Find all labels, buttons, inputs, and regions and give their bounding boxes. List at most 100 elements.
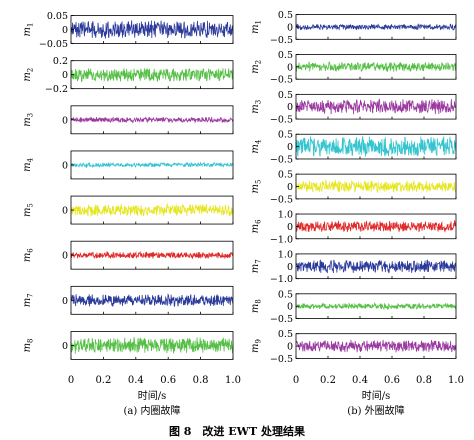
series-line-m2 [70, 67, 234, 83]
panel-m4: 0 m4 [22, 150, 234, 180]
panel-m1: 0.05 0 −0.05 m1 [22, 11, 234, 50]
y-tick-label: 0 [62, 115, 68, 126]
x-axis-label: 时间/s [362, 389, 391, 402]
panel-label-m8: m8 [250, 299, 263, 313]
series-line-m7 [70, 293, 234, 308]
series-line-m3 [70, 116, 234, 124]
panel-m8: 0 m8 [22, 331, 234, 360]
y-tick-label: −0.5 [270, 115, 293, 126]
x-tick-label: 0 [293, 375, 299, 386]
panel-m8: 0.5 0−0.5 m8 [250, 289, 457, 325]
panel-label-m2: m2 [22, 68, 35, 82]
y-tick-label: 0 [62, 70, 68, 81]
y-tick-label: 0 [287, 22, 293, 33]
series-line-m3 [295, 98, 457, 115]
x-tick-label: 0 [68, 375, 74, 386]
y-tick-label: 1.0 [278, 249, 293, 260]
y-tick-label: 0.05 [47, 11, 68, 22]
panel-label-m1: m1 [22, 23, 35, 37]
y-tick-label: −0.5 [270, 35, 293, 46]
series-line-m4 [295, 136, 457, 157]
series-line-m6 [295, 219, 457, 233]
series-line-m4 [70, 161, 234, 169]
y-tick-label: 0 [287, 342, 293, 353]
y-tick-label: 0 [287, 302, 293, 313]
series-line-m5 [295, 179, 457, 194]
y-tick-label: −0.5 [270, 194, 293, 205]
chart-outer-ring-fault: 0.50−0.5m10.50−0.5m20.50−0.5m30.50−0.5m4… [250, 10, 464, 417]
y-tick-label: 0 [62, 296, 68, 307]
y-tick-label: −0.5 [270, 314, 293, 325]
panel-m3: 0 m3 [22, 105, 234, 135]
series-line-m9 [295, 339, 457, 353]
chart-subtitle: (a) 内圈故障 [124, 404, 181, 417]
y-tick-label: 0 [287, 102, 293, 113]
chart-subtitle: (b) 外圈故障 [347, 404, 404, 417]
series-line-m7 [295, 259, 457, 274]
panel-label-m5: m5 [250, 180, 263, 194]
panel-m6: 1.00−1.0 m6 [250, 210, 457, 245]
y-tick-label: 0.5 [278, 10, 293, 21]
y-tick-label: 0 [62, 160, 68, 171]
panel-label-m4: m4 [250, 139, 263, 153]
series-line-m8 [70, 337, 234, 354]
x-tick-label: 0.4 [352, 375, 368, 386]
x-axis-label: 时间/s [138, 389, 167, 402]
x-tick-label: 0.2 [95, 375, 111, 386]
y-tick-label: −0.5 [270, 75, 293, 86]
figure-caption: 图 8 改进 EWT 处理结果 [169, 424, 305, 438]
panel-label-m1: m1 [250, 20, 263, 34]
y-tick-label: −0.5 [270, 354, 293, 365]
y-tick-label: 0 [287, 262, 293, 273]
panel-label-m4: m4 [22, 157, 35, 171]
panel-label-m5: m5 [22, 203, 35, 217]
panel-m2: 0.2 0 −0.2 m2 [22, 56, 234, 95]
y-tick-label: −0.05 [39, 39, 68, 50]
panel-m5: 0.50−0.5 m5 [250, 170, 457, 205]
y-tick-label: −1.0 [270, 274, 293, 285]
panel-label-m8: m8 [22, 338, 35, 352]
panel-m6: 0 m6 [22, 240, 234, 270]
y-tick-label: −0.2 [45, 84, 68, 95]
panel-m7: 0 m7 [22, 285, 234, 315]
y-tick-label: 0.5 [278, 50, 293, 61]
panel-label-m3: m3 [250, 100, 263, 114]
x-tick-label: 0.8 [193, 375, 209, 386]
panel-label-m2: m2 [250, 60, 263, 74]
y-tick-label: 0.5 [278, 130, 293, 141]
y-tick-label: −1.0 [270, 234, 293, 245]
x-tick-label: 1.0 [448, 375, 464, 386]
x-tick-label: 0.8 [416, 375, 432, 386]
series-line-m1 [70, 20, 234, 39]
panel-label-m7: m7 [22, 293, 35, 307]
y-tick-label: −0.5 [270, 154, 293, 165]
panel-m1: 0.50 −0.5 m1 [250, 10, 457, 46]
panel-label-m7: m7 [250, 259, 263, 273]
y-tick-label: 1.0 [278, 210, 293, 221]
series-line-m8 [295, 301, 457, 311]
series-line-m6 [70, 250, 234, 260]
y-tick-label: 0.5 [278, 170, 293, 181]
panel-m3: 0.50 −0.5 m3 [250, 90, 457, 126]
y-tick-label: 0 [287, 142, 293, 153]
x-tick-label: 0.6 [160, 375, 176, 386]
panel-m4: 0.50−0.5 m4 [250, 130, 457, 165]
panel-label-m3: m3 [22, 113, 35, 127]
chart-inner-ring-fault: 0.05 0 −0.05 m1 0.2 0 −0.2 m2 0 m3 0 m4 0 m5 0 m6 0 m7 0 m8… [22, 11, 241, 417]
y-tick-label: 0 [287, 222, 293, 233]
y-tick-label: 0 [62, 251, 68, 262]
y-tick-label: 0.5 [278, 329, 293, 340]
y-tick-label: 0.5 [278, 289, 293, 300]
y-tick-label: 0 [287, 62, 293, 73]
series-line-m1 [295, 23, 457, 31]
panel-label-m6: m6 [250, 219, 263, 233]
panel-label-m9: m9 [250, 339, 263, 353]
series-line-m2 [295, 60, 457, 72]
y-tick-label: 0 [62, 341, 68, 352]
y-tick-label: 0.2 [53, 56, 68, 67]
series-line-m5 [70, 202, 234, 217]
x-tick-label: 1.0 [225, 375, 241, 386]
y-tick-label: 0.5 [278, 90, 293, 101]
y-tick-label: 0 [62, 206, 68, 217]
